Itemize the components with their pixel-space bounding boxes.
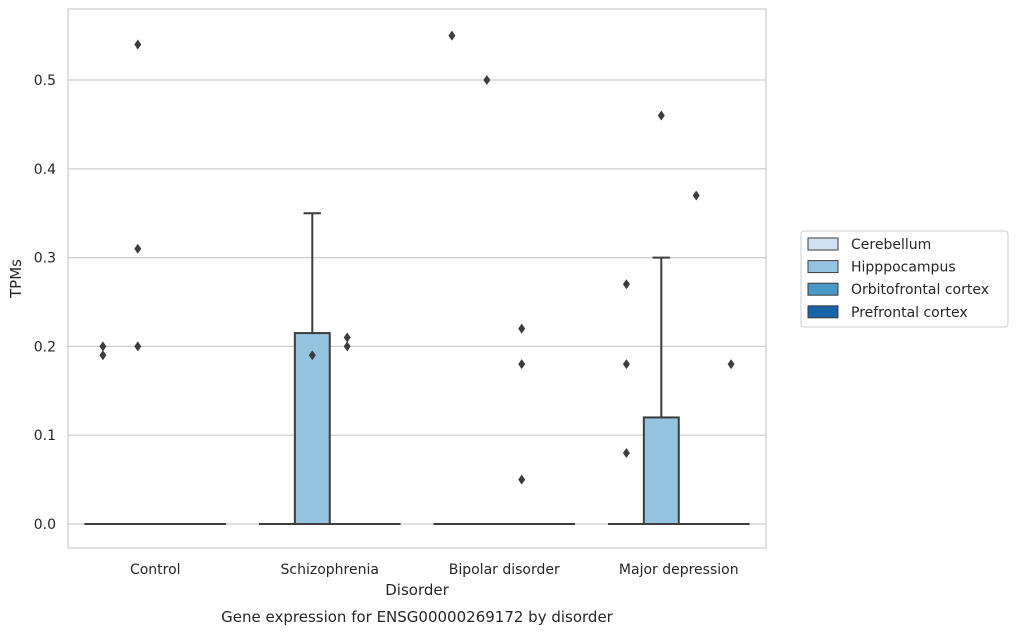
box-orbitofrontal-cortex: [677, 190, 715, 526]
outlier-point: [622, 359, 630, 370]
outlier-point: [483, 75, 491, 85]
box-cerebellum: [607, 279, 645, 526]
legend-swatch: [807, 305, 839, 319]
outlier-point: [622, 447, 630, 458]
outlier-point: [343, 341, 351, 352]
outlier-point: [692, 190, 700, 201]
legend-label: Cerebellum: [851, 237, 931, 253]
legend: Cerebellum Hipppocampus Orbitofrontal cort…: [800, 230, 1009, 328]
box-cerebellum: [84, 341, 122, 526]
outlier-point: [657, 110, 665, 121]
outlier-point: [622, 279, 630, 290]
y-tick-label: 0.1: [34, 428, 56, 444]
legend-item: Prefrontal cortex: [807, 305, 968, 321]
outlier-point: [727, 359, 735, 370]
y-axis-label: TPMs: [7, 259, 25, 299]
outlier-point: [308, 350, 316, 361]
outlier-point: [134, 39, 142, 50]
box-cerebellum: [433, 30, 471, 526]
box-hipppocampus: [119, 39, 157, 526]
y-tick-label: 0.5: [34, 73, 56, 89]
outlier-point: [448, 30, 456, 41]
x-axis-label: Disorder: [385, 581, 449, 599]
box-body: [293, 332, 331, 525]
legend-label: Prefrontal cortex: [851, 305, 968, 321]
x-axis-ticks: Control Schizophrenia Bipolar disorder Majo…: [130, 562, 739, 578]
legend-swatch: [807, 260, 839, 274]
box-orbitofrontal-cortex: [328, 332, 366, 526]
legend-item: Orbitofrontal cortex: [807, 282, 989, 298]
box-body: [642, 416, 680, 525]
outlier-point: [99, 350, 107, 361]
plot-area-frame: [67, 8, 767, 549]
box-orbitofrontal-cortex: [503, 323, 541, 526]
chart-title: Gene expression for ENSG00000269172 by d…: [221, 608, 614, 626]
boxes: [84, 30, 750, 526]
x-tick-label: Schizophrenia: [281, 562, 379, 578]
legend-item: Cerebellum: [807, 237, 931, 253]
outlier-point: [99, 341, 107, 352]
outlier-point: [518, 359, 526, 370]
legend-frame: [800, 230, 1009, 328]
legend-item: Hipppocampus: [807, 260, 956, 276]
outlier-point: [518, 323, 526, 334]
outlier-point: [134, 341, 142, 352]
legend-label: Orbitofrontal cortex: [851, 282, 989, 298]
y-axis-ticks: 0.0 0.1 0.2 0.3 0.4 0.5: [34, 73, 56, 533]
outlier-point: [343, 332, 351, 343]
box-prefrontal-cortex: [712, 359, 750, 526]
y-tick-label: 0.0: [34, 517, 56, 533]
x-tick-label: Bipolar disorder: [449, 562, 560, 578]
x-tick-label: Major depression: [619, 562, 739, 578]
legend-swatch: [807, 237, 839, 251]
x-tick-label: Control: [130, 562, 181, 578]
box-hipppocampus: [293, 212, 331, 525]
outlier-point: [134, 243, 142, 254]
legend-label: Hipppocampus: [851, 260, 956, 276]
outlier-point: [518, 474, 526, 485]
box-hipppocampus: [468, 75, 506, 526]
y-tick-label: 0.4: [34, 162, 56, 178]
y-tick-label: 0.3: [34, 251, 56, 267]
legend-swatch: [807, 282, 839, 296]
box-hipppocampus: [642, 110, 680, 525]
y-tick-label: 0.2: [34, 339, 56, 355]
